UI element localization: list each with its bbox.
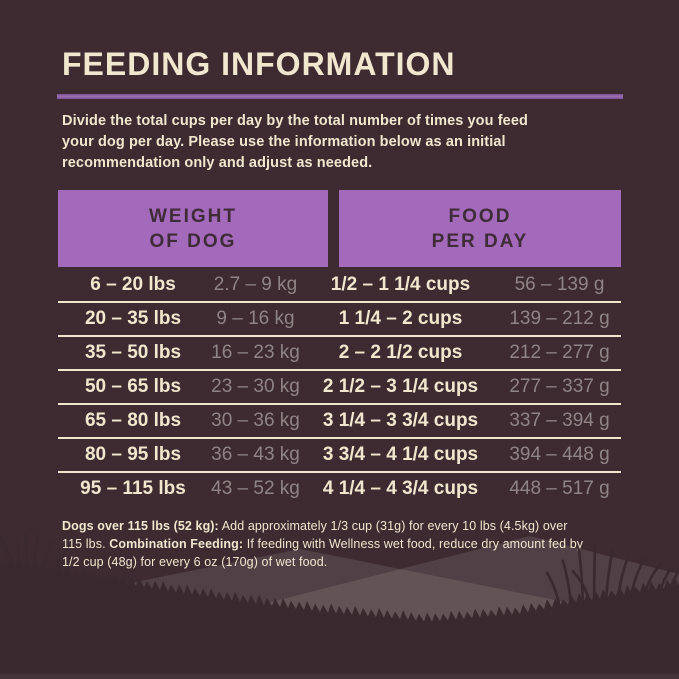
cell-grams: 212 – 277 g bbox=[509, 342, 610, 363]
note-text: If feeding with Wellness wet food, reduc… bbox=[243, 537, 584, 551]
cell-lbs: 6 – 20 lbs bbox=[90, 274, 176, 295]
cell-lbs: 80 – 95 lbs bbox=[84, 444, 182, 465]
cell-kg: 9 – 16 kg bbox=[216, 308, 295, 329]
cell-grams: 394 – 448 g bbox=[509, 444, 610, 465]
landscape-silhouette bbox=[0, 534, 679, 679]
header-label: WEIGHT bbox=[149, 205, 237, 227]
table-row: 65 – 80 lbs 30 – 36 kg 3 1/4 – 3 3/4 cups 3… bbox=[58, 403, 621, 437]
cell-lbs: 65 – 80 lbs bbox=[84, 410, 182, 431]
table-row: 20 – 35 lbs 9 – 16 kg 1 1/4 – 2 cups 139 – … bbox=[58, 301, 621, 335]
title-rule bbox=[57, 94, 623, 99]
table-row: 80 – 95 lbs 36 – 43 kg 3 3/4 – 4 1/4 cups 3… bbox=[58, 437, 621, 471]
header-label: OF DOG bbox=[149, 230, 237, 252]
header-label: PER DAY bbox=[431, 230, 529, 252]
cell-kg: 43 – 52 kg bbox=[211, 478, 300, 499]
cell-grams: 277 – 337 g bbox=[509, 376, 610, 397]
cell-grams: 139 – 212 g bbox=[509, 308, 610, 329]
grass-blades-icon bbox=[0, 534, 679, 611]
cell-grams: 448 – 517 g bbox=[509, 478, 610, 499]
cell-kg: 2.7 – 9 kg bbox=[213, 274, 298, 295]
feeding-table-header: WEIGHT OF DOG FOOD PER DAY bbox=[58, 190, 621, 267]
feeding-notes: Dogs over 115 lbs (52 kg): Add approxima… bbox=[62, 517, 583, 571]
note-text: 115 lbs. bbox=[62, 537, 110, 551]
cell-cups: 2 1/2 – 3 1/4 cups bbox=[322, 376, 479, 397]
cell-kg: 16 – 23 kg bbox=[211, 342, 300, 363]
table-row: 95 – 115 lbs 43 – 52 kg 4 1/4 – 4 3/4 cups… bbox=[58, 471, 621, 505]
cell-lbs: 35 – 50 lbs bbox=[84, 342, 182, 363]
cell-lbs: 20 – 35 lbs bbox=[84, 308, 182, 329]
page-title: FEEDING INFORMATION bbox=[62, 46, 456, 82]
cell-lbs: 95 – 115 lbs bbox=[80, 478, 186, 499]
note-label: Dogs over 115 lbs (52 kg): bbox=[62, 519, 219, 533]
cell-cups: 3 1/4 – 3 3/4 cups bbox=[322, 410, 479, 431]
intro-line: recommendation only and adjust as needed… bbox=[62, 155, 373, 171]
table-row: 50 – 65 lbs 23 – 30 kg 2 1/2 – 3 1/4 cups 2… bbox=[58, 369, 621, 403]
table-row: 6 – 20 lbs 2.7 – 9 kg 1/2 – 1 1/4 cups 56 –… bbox=[58, 269, 621, 301]
note-line: 115 lbs. Combination Feeding: If feeding… bbox=[62, 535, 583, 553]
grass-foreground-icon bbox=[0, 557, 679, 679]
cell-cups: 1 1/4 – 2 cups bbox=[338, 308, 463, 329]
note-text: 1/2 cup (48g) for every 6 oz (170g) of w… bbox=[62, 555, 328, 569]
cell-cups: 3 3/4 – 4 1/4 cups bbox=[322, 444, 479, 465]
note-label: Combination Feeding: bbox=[109, 537, 244, 551]
intro-text: Divide the total cups per day by the tot… bbox=[62, 111, 528, 174]
note-line: 1/2 cup (48g) for every 6 oz (170g) of w… bbox=[62, 553, 583, 571]
intro-line: Divide the total cups per day by the tot… bbox=[62, 113, 528, 129]
table-header-food: FOOD PER DAY bbox=[339, 190, 621, 267]
note-text: Add approximately 1/3 cup (31g) for ever… bbox=[218, 519, 568, 533]
cell-cups: 2 – 2 1/2 cups bbox=[338, 342, 463, 363]
cell-lbs: 50 – 65 lbs bbox=[84, 376, 182, 397]
cell-cups: 4 1/4 – 4 3/4 cups bbox=[322, 478, 479, 499]
cell-kg: 23 – 30 kg bbox=[211, 376, 300, 397]
cell-cups: 1/2 – 1 1/4 cups bbox=[330, 274, 471, 295]
table-header-weight: WEIGHT OF DOG bbox=[58, 190, 328, 267]
bottom-edge-strip bbox=[0, 674, 679, 679]
cell-grams: 56 – 139 g bbox=[514, 274, 605, 295]
table-rows: 6 – 20 lbs 2.7 – 9 kg 1/2 – 1 1/4 cups 56 –… bbox=[58, 269, 621, 505]
table-row: 35 – 50 lbs 16 – 23 kg 2 – 2 1/2 cups 212 –… bbox=[58, 335, 621, 369]
cell-kg: 30 – 36 kg bbox=[211, 410, 300, 431]
cell-grams: 337 – 394 g bbox=[509, 410, 610, 431]
cell-kg: 36 – 43 kg bbox=[211, 444, 300, 465]
note-line: Dogs over 115 lbs (52 kg): Add approxima… bbox=[62, 517, 583, 535]
header-label: FOOD bbox=[448, 205, 512, 227]
intro-line: your dog per day. Please use the informa… bbox=[62, 134, 506, 150]
